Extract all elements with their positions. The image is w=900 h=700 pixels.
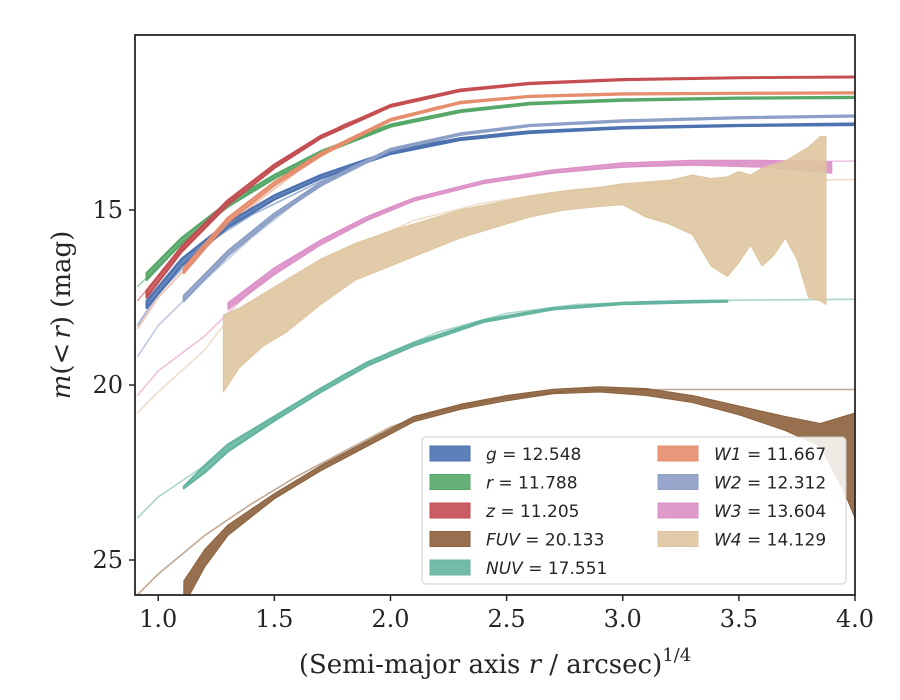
x-tick-label: 2.5 (488, 605, 526, 633)
plot-frame (134, 34, 856, 596)
series-w1-band (182, 91, 855, 275)
x-tick-label: 1.5 (255, 605, 293, 633)
x-tick-label: 4.0 (836, 605, 874, 633)
x-axis-label: (Semi-major axis r / arcsec)1/4 (299, 645, 691, 680)
series-w2-band (182, 114, 855, 303)
series-fuv-band (183, 386, 855, 595)
legend-swatch-r (429, 474, 471, 490)
series-fuv-model-line (136, 388, 855, 595)
series-nuv-band (182, 299, 729, 490)
y-axis-label: m(<r) (mag) (47, 231, 77, 400)
legend-label-nuv: NUV = 17.551 (486, 559, 607, 579)
legend-swatch-w1 (657, 445, 699, 462)
legend-swatch-nuv (429, 559, 471, 576)
legend-label-w2: W2 = 12.312 (714, 474, 826, 494)
legend-label-r: r = 11.788 (486, 474, 578, 494)
legend-swatch-w4 (657, 531, 699, 547)
y-tick-label: 15 (92, 196, 123, 224)
plot-area (136, 75, 855, 595)
series-g-band (145, 122, 855, 310)
legend-swatch-g (429, 445, 471, 462)
legend-label-w4: W4 = 14.129 (714, 531, 826, 551)
y-tick-label: 25 (92, 546, 123, 574)
legend-swatch-z (429, 502, 471, 519)
legend-swatch-w2 (657, 474, 699, 490)
x-tick-label: 1.0 (139, 605, 177, 633)
series-z-band (145, 75, 855, 299)
legend-label-w3: W3 = 13.604 (714, 502, 826, 522)
y-axis-ticks: 15 20 25 (92, 196, 135, 574)
x-tick-label: 3.0 (604, 605, 642, 633)
legend-label-g: g = 12.548 (486, 445, 581, 465)
legend-box (421, 436, 847, 585)
legend: g = 12.548 r = 11.788 z = 11.205 FUV = 20.1… (421, 436, 847, 585)
legend-label-fuv: FUV = 20.133 (486, 531, 604, 551)
y-tick-label: 20 (92, 371, 123, 399)
x-axis-ticks: 1.0 1.5 2.0 2.5 3.0 3.5 4.0 (139, 595, 874, 633)
legend-swatch-fuv (429, 531, 471, 547)
legend-swatch-w3 (657, 502, 699, 519)
legend-label-z: z = 11.205 (485, 502, 579, 522)
x-tick-label: 3.5 (720, 605, 758, 633)
legend-items: g = 12.548 r = 11.788 z = 11.205 FUV = 20.1… (429, 445, 826, 579)
x-tick-label: 2.0 (371, 605, 409, 633)
legend-label-w1: W1 = 11.667 (714, 445, 826, 465)
series-w4-band (222, 136, 827, 393)
series-w3-band (227, 159, 833, 311)
